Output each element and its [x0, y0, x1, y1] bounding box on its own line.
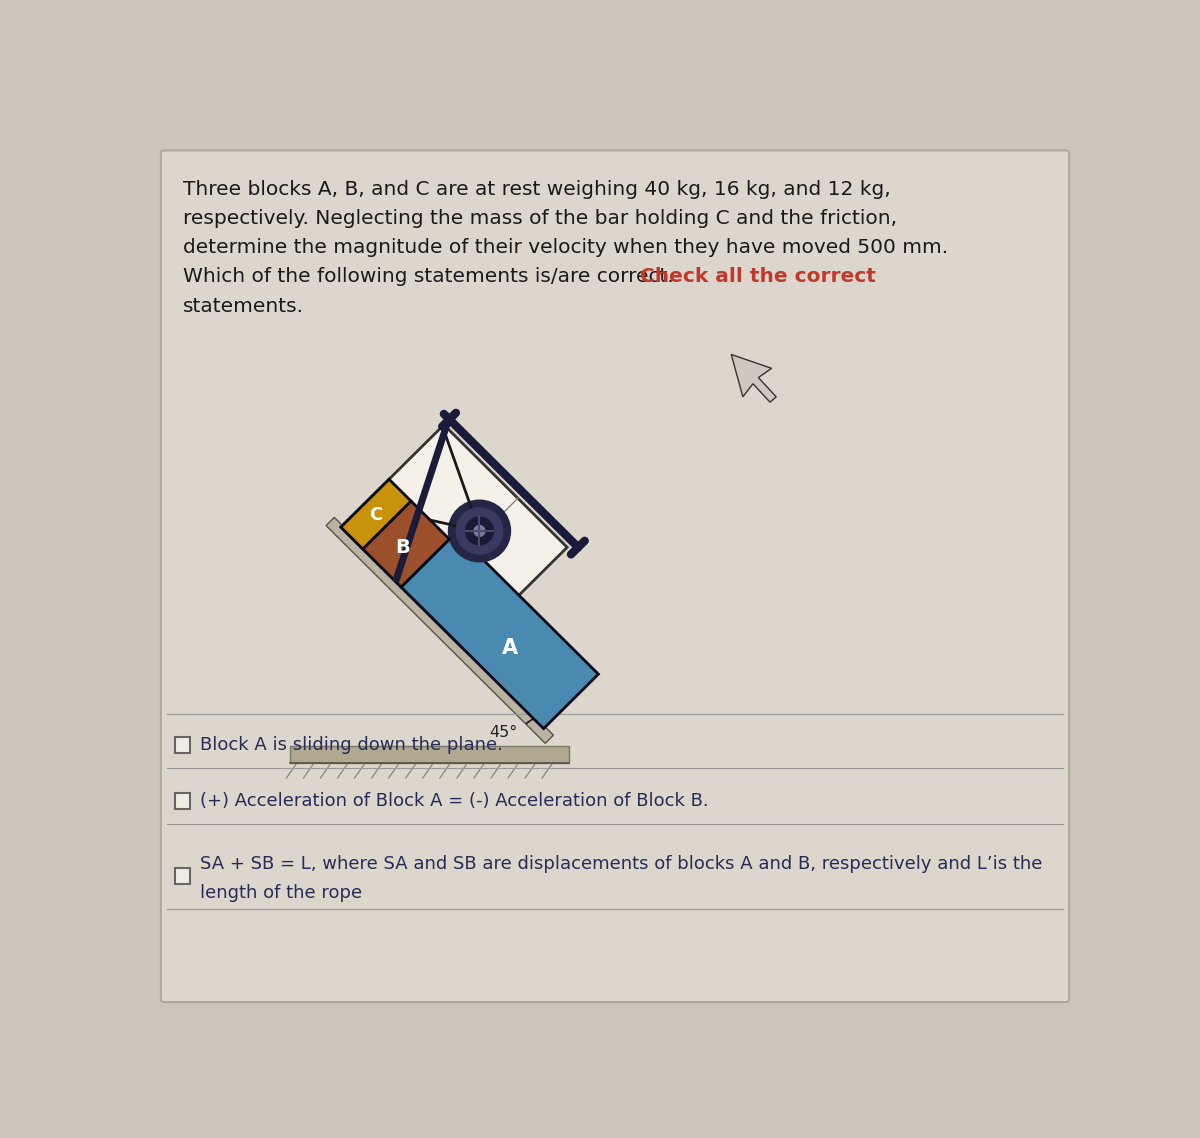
Circle shape [466, 517, 493, 545]
Bar [289, 745, 569, 762]
Text: C: C [368, 505, 382, 523]
Bar [175, 737, 191, 752]
Text: A: A [502, 638, 517, 658]
Circle shape [474, 526, 485, 536]
Text: Check all the correct: Check all the correct [640, 267, 876, 287]
Text: Block A is sliding down the plane.: Block A is sliding down the plane. [200, 736, 503, 753]
Polygon shape [731, 354, 776, 402]
Text: B: B [395, 538, 410, 556]
Text: Three blocks A, B, and C are at rest weighing 40 kg, 16 kg, and 12 kg,: Three blocks A, B, and C are at rest wei… [182, 180, 890, 199]
Text: (+) Acceleration of Block A = (-) Acceleration of Block B.: (+) Acceleration of Block A = (-) Accele… [200, 792, 709, 810]
Text: 45°: 45° [490, 725, 517, 740]
Polygon shape [401, 533, 599, 728]
Bar [175, 793, 191, 809]
Text: length of the rope: length of the rope [200, 884, 362, 902]
Text: respectively. Neglecting the mass of the bar holding C and the friction,: respectively. Neglecting the mass of the… [182, 209, 896, 228]
Text: determine the magnitude of their velocity when they have moved 500 mm.: determine the magnitude of their velocit… [182, 238, 948, 257]
Text: SA + SB = L, where SA and SB are displacements of blocks A and B, respectively a: SA + SB = L, where SA and SB are displac… [200, 855, 1043, 873]
Text: Which of the following statements is/are correct.: Which of the following statements is/are… [182, 267, 694, 287]
Polygon shape [341, 479, 410, 549]
Polygon shape [341, 424, 568, 650]
FancyBboxPatch shape [161, 150, 1069, 1003]
Polygon shape [326, 518, 553, 743]
Circle shape [456, 508, 503, 554]
Circle shape [449, 501, 510, 562]
Bar [175, 868, 191, 884]
Polygon shape [362, 501, 449, 587]
Text: statements.: statements. [182, 297, 304, 315]
